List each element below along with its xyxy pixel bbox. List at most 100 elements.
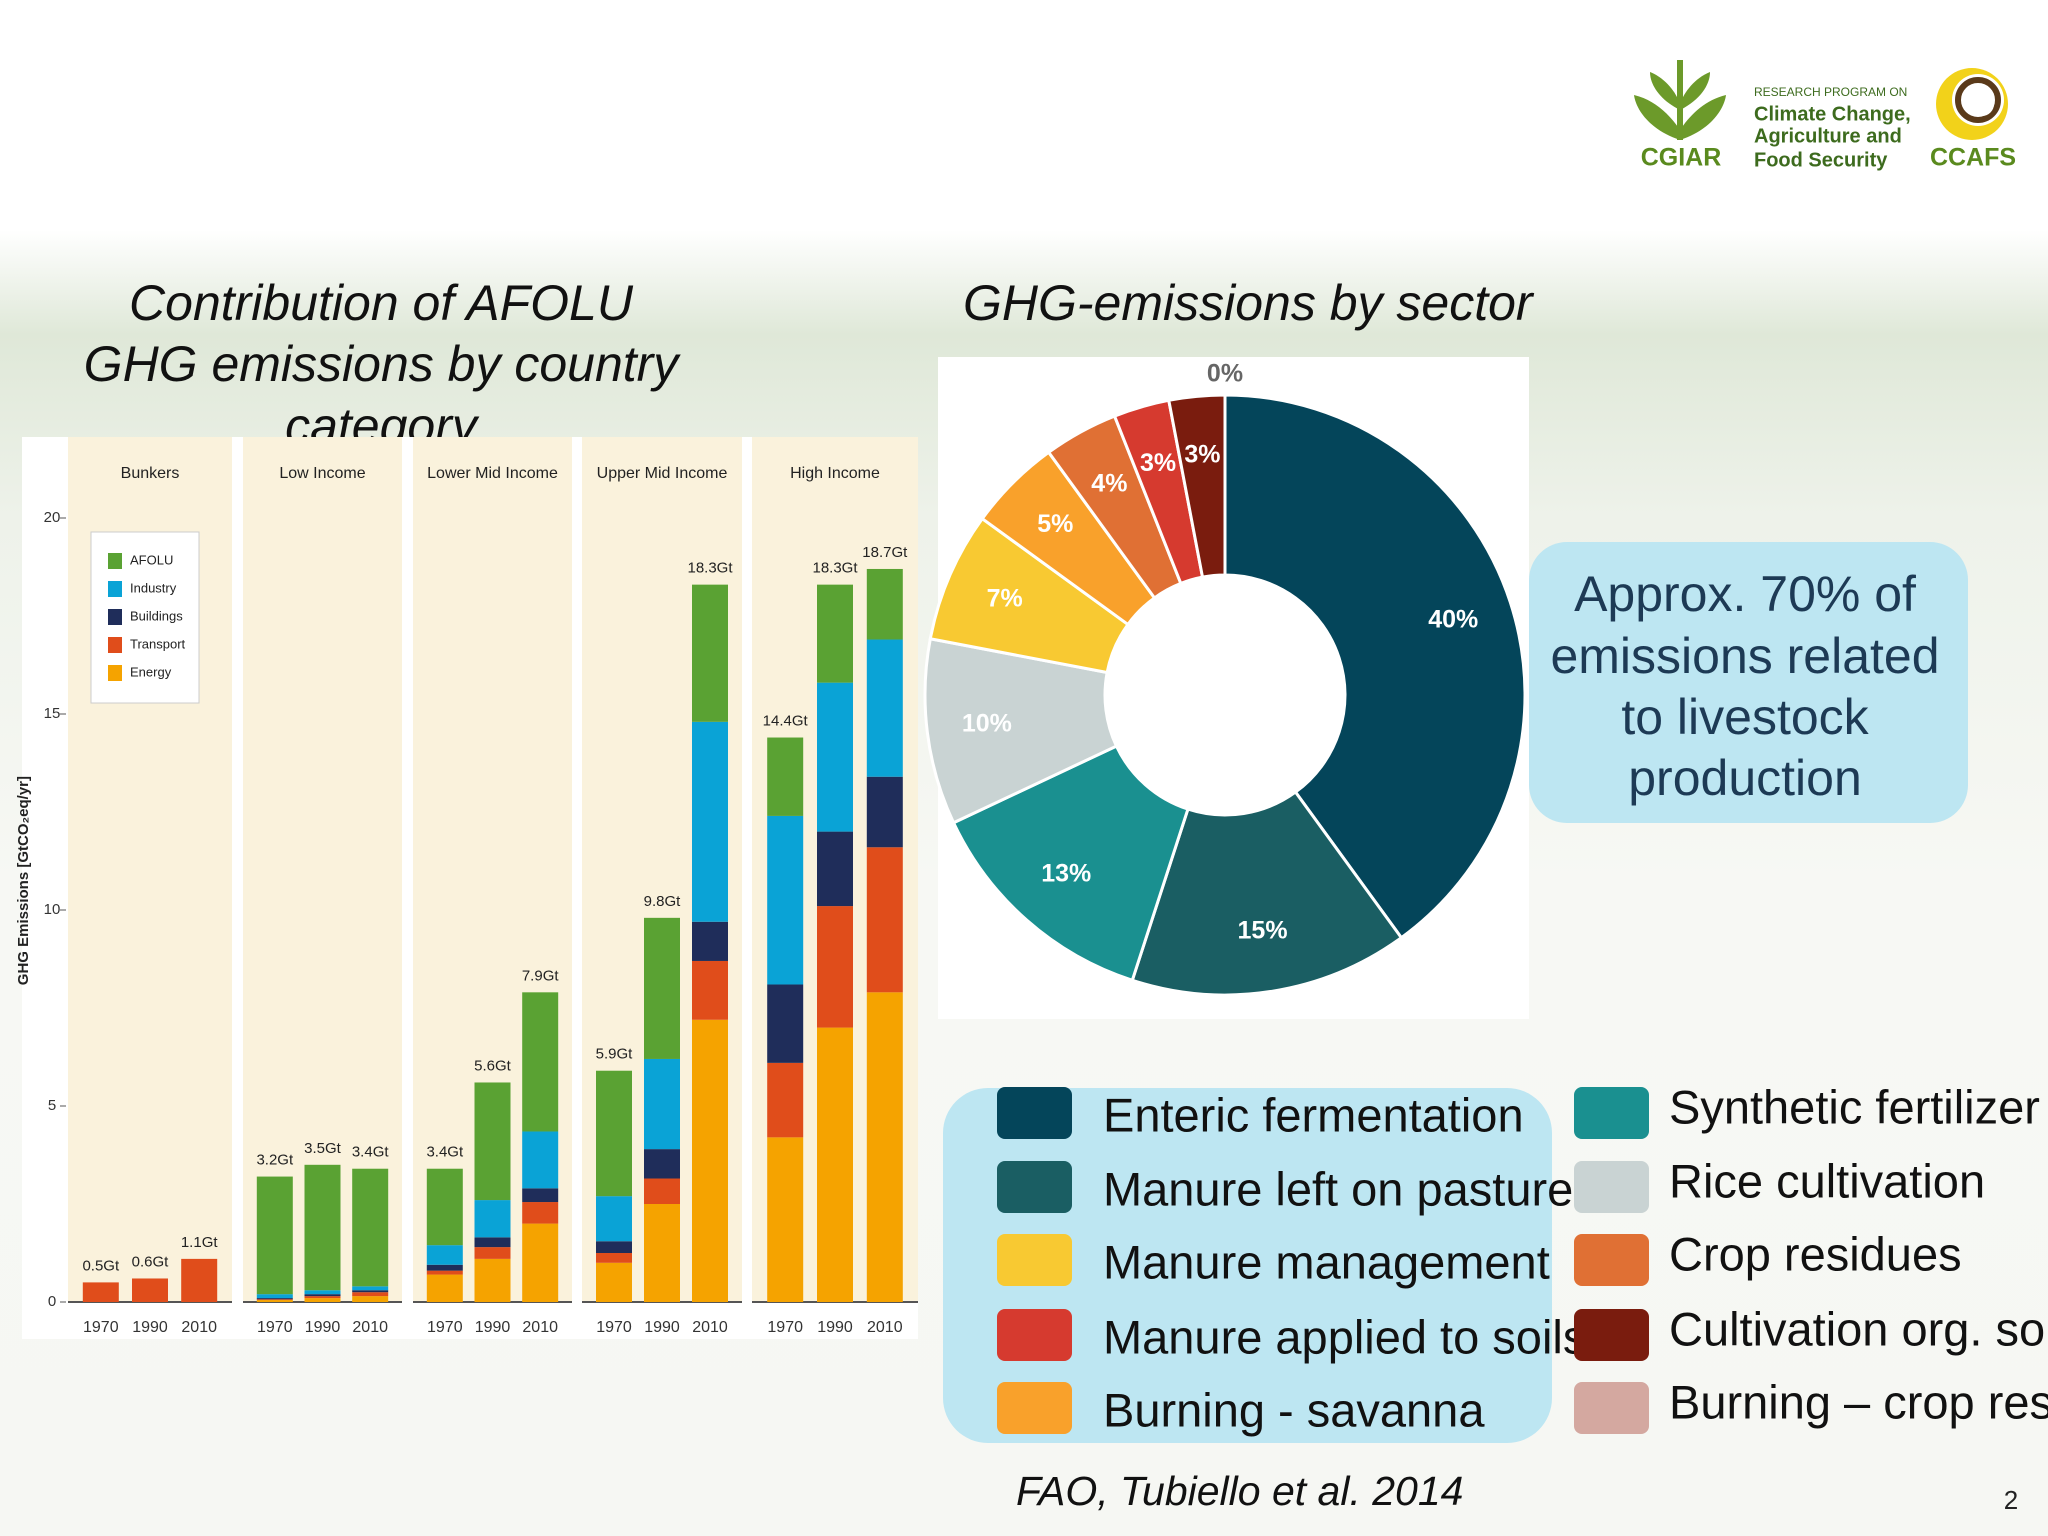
chart-title: GHG emissions by country [84,336,682,392]
chart-title: GHG-emissions by sector [963,275,1535,331]
bar-segment [644,1149,680,1179]
facet-label: Upper Mid Income [597,465,728,482]
bar-segment [692,960,728,1020]
bar-segment [817,1027,853,1302]
legend-label: Manure applied to soils [1103,1310,1586,1363]
bar-segment [596,1253,632,1263]
legend-label: AFOLU [130,552,173,567]
bar-segment [692,584,728,722]
x-tick-label: 1990 [475,1319,511,1336]
x-tick-label: 1970 [427,1319,463,1336]
legend-swatch [1574,1087,1649,1139]
donut-slice [1223,393,1527,940]
x-tick-label: 1970 [596,1319,632,1336]
total-label: 5.9Gt [596,1046,634,1063]
bar-segment [522,1202,559,1224]
bar-segment [181,1258,218,1302]
bar-segment [767,1062,804,1138]
bar-segment [474,1247,511,1259]
bar-segment [474,1200,511,1238]
legend-swatch [997,1234,1072,1286]
legend-label: Burning – crop res. [1669,1375,2048,1428]
slice-label: 7% [987,584,1023,612]
legend-swatch [997,1087,1072,1139]
legend-swatch [997,1309,1072,1361]
bar-segment [596,1196,632,1242]
bar-segment [82,1282,119,1302]
total-label: 3.2Gt [256,1152,294,1169]
bar-segment [596,1241,632,1253]
facet-label: Bunkers [121,465,180,482]
bar-segment [352,1296,389,1302]
bar-segment [304,1164,341,1291]
bar-segment [767,1137,804,1302]
bar-segment [767,815,804,985]
y-tick-label: 0 [48,1293,56,1310]
bar-segment [474,1082,511,1201]
legend-label: Burning - savanna [1103,1383,1485,1436]
bar-segment [644,1058,680,1150]
total-label: 14.4Gt [763,712,809,729]
logo-text: Agriculture and [1754,125,1902,147]
legend-label: Manure management [1103,1235,1550,1288]
bar-segment [866,847,903,993]
bar-segment [304,1298,341,1302]
slice-label: 0% [1207,360,1243,388]
slice-label: 13% [1041,860,1091,888]
donut-slice [923,637,1119,825]
legend-label: Crop residues [1669,1227,1962,1280]
bar-segment [817,831,853,907]
y-axis-label: GHG Emissions [GtCO₂eq/yr] [15,776,32,985]
bar-segment [132,1278,168,1302]
legend-label: Enteric fermentation [1103,1088,1524,1141]
logo-text: RESEARCH PROGRAM ON [1754,85,1907,99]
bar-segment [692,921,728,961]
bar-segment [596,1262,632,1302]
legend-swatch [997,1161,1072,1213]
bar-segment [352,1286,389,1291]
x-tick-label: 1970 [257,1319,293,1336]
bar-segment [352,1168,389,1287]
x-tick-label: 1970 [767,1319,803,1336]
bar-segment [426,1168,463,1246]
legend-label: Transport [130,636,186,651]
x-tick-label: 2010 [352,1319,388,1336]
slice-label: 15% [1238,917,1288,945]
legend-box [943,1088,1552,1443]
bar-segment [644,1178,680,1204]
bar-segment [866,639,903,777]
x-tick-label: 2010 [181,1319,217,1336]
bar-segment [596,1070,632,1197]
total-label: 18.3Gt [687,560,733,577]
bar-segment [817,906,853,1028]
slice-label: 4% [1091,469,1127,497]
bar-segment [304,1294,341,1297]
legend-label: Buildings [130,608,183,623]
facet-label: Low Income [279,465,365,482]
bar-segment [692,721,728,922]
legend-swatch [1574,1309,1649,1361]
donut-slice [1130,789,1404,997]
legend-label: Rice cultivation [1669,1154,1985,1207]
bar-segment [522,1131,559,1189]
bar-segment [817,584,853,683]
legend-swatch [108,637,122,653]
callout-text: production [1628,750,1862,806]
x-tick-label: 2010 [692,1319,728,1336]
x-tick-label: 1990 [644,1319,680,1336]
x-tick-label: 1970 [83,1319,119,1336]
legend-swatch [997,1382,1072,1434]
bar-segment [426,1274,463,1302]
page-number: 2 [2004,1485,2018,1515]
cgiar-icon [1634,60,1726,140]
logo-text: CCAFS [1930,144,2016,172]
bar-segment [426,1270,463,1275]
bar-segment [474,1258,511,1302]
x-tick-label: 2010 [522,1319,558,1336]
bar-segment [767,984,804,1063]
y-tick-label: 20 [44,509,61,526]
bar-segment [256,1300,293,1302]
legend-swatch [108,609,122,625]
